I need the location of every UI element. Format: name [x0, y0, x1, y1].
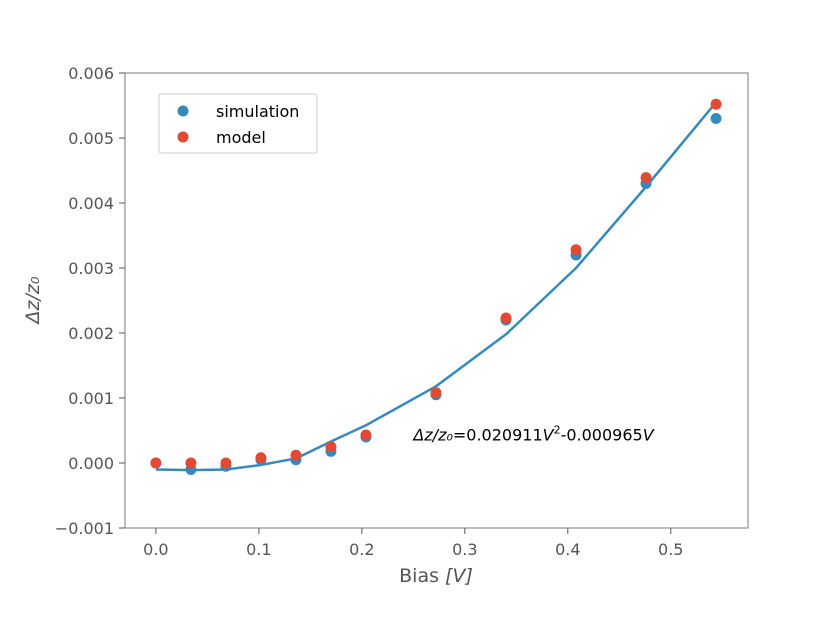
legend-marker-simulation: [177, 105, 189, 117]
model-point: [185, 457, 197, 469]
model-point: [290, 449, 302, 461]
model-point: [570, 244, 582, 256]
model-point: [360, 429, 372, 441]
x-tick-label: 0.2: [349, 540, 374, 559]
y-tick-label: 0.001: [68, 389, 114, 408]
x-tick-label: 0.4: [555, 540, 580, 559]
y-tick-label: 0.002: [68, 324, 114, 343]
fit-line: [155, 101, 718, 472]
y-tick-label: −0.001: [55, 519, 114, 538]
model-point: [430, 387, 442, 399]
y-tick-label: 0.004: [68, 194, 114, 213]
y-tick-label: 0.005: [68, 129, 114, 148]
x-tick-label: 0.0: [143, 540, 168, 559]
legend-marker-model: [177, 131, 189, 143]
model-point: [150, 457, 162, 469]
plot-frame: [124, 72, 749, 529]
model-point: [220, 457, 232, 469]
model-point: [255, 452, 267, 464]
y-tick-label: 0.000: [68, 454, 114, 473]
y-tick-label: 0.006: [68, 64, 114, 83]
model-point: [325, 441, 337, 453]
x-axis-label: Bias [V]: [399, 565, 473, 587]
legend-label-simulation: simulation: [216, 102, 299, 121]
x-tick-label: 0.3: [452, 540, 477, 559]
legend-label-model: model: [216, 128, 266, 147]
ticks-layer: 0.0 0.1 0.2 0.3 0.4 0.5 −0.001 0.000 0.001 0.002 0…: [55, 64, 684, 559]
series-layer: [150, 98, 722, 475]
x-tick-label: 0.5: [658, 540, 683, 559]
y-axis-label: Δz/z₀: [22, 276, 44, 325]
model-point: [640, 172, 652, 184]
simulation-point: [710, 113, 722, 124]
x-tick-label: 0.1: [246, 540, 271, 559]
model-point: [500, 312, 512, 324]
model-point: [710, 98, 722, 110]
legend: simulation model: [158, 93, 318, 154]
fit-equation-annotation: Δz/z₀=0.020911V2-0.000965V: [411, 423, 654, 444]
legend-box: [158, 93, 318, 154]
y-tick-label: 0.003: [68, 259, 114, 278]
